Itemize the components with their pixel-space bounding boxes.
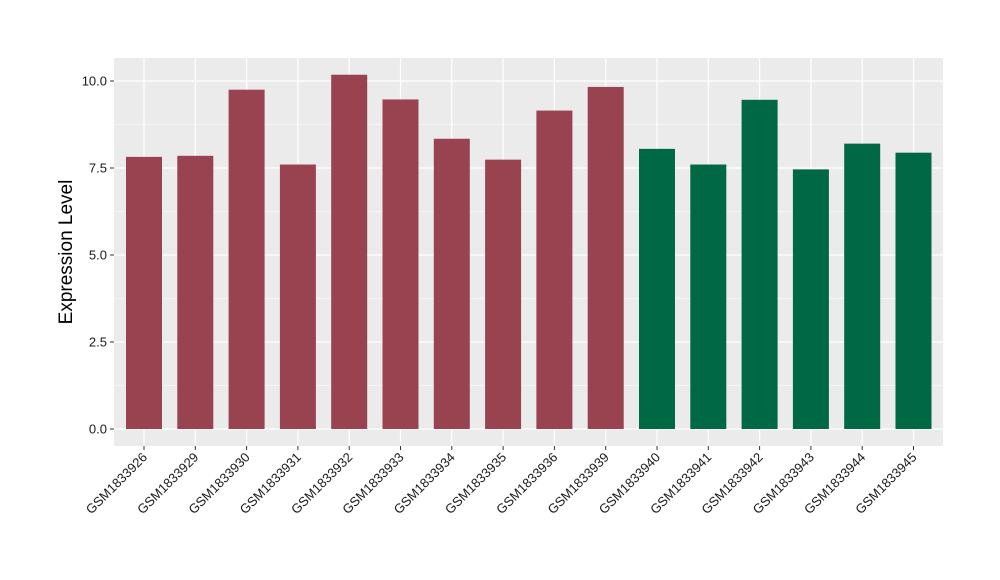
bar-GSM1833929 [177,155,214,429]
bar-GSM1833933 [382,99,419,429]
bar-GSM1833926 [126,156,162,429]
y-tick-label: 5.0 [89,248,107,263]
bar-GSM1833931 [279,164,316,429]
bar-GSM1833934 [433,138,470,429]
y-axis-ticks: 0.0 2.5 5.0 7.5 10.0 [82,74,114,437]
x-axis-ticks: GSM1833926GSM1833929GSM1833930GSM1833931… [83,446,920,517]
bar-GSM1833939 [587,86,624,429]
bar-GSM1833945 [895,152,932,430]
bar-GSM1833944 [844,143,881,429]
bar-GSM1833943 [792,169,829,429]
y-tick-label: 7.5 [89,161,107,176]
bar-GSM1833942 [741,99,778,430]
bar-GSM1833941 [690,164,727,429]
bar-GSM1833936 [536,110,573,429]
y-axis-title: Expression Level [56,180,77,325]
bars [126,74,932,430]
bar-GSM1833940 [639,148,675,430]
bar-GSM1833932 [331,74,368,430]
bar-GSM1833935 [485,159,522,429]
y-tick-label: 10.0 [82,74,107,89]
y-tick-label: 2.5 [89,335,107,350]
y-tick-label: 0.0 [89,422,107,437]
bar-GSM1833930 [228,89,265,429]
